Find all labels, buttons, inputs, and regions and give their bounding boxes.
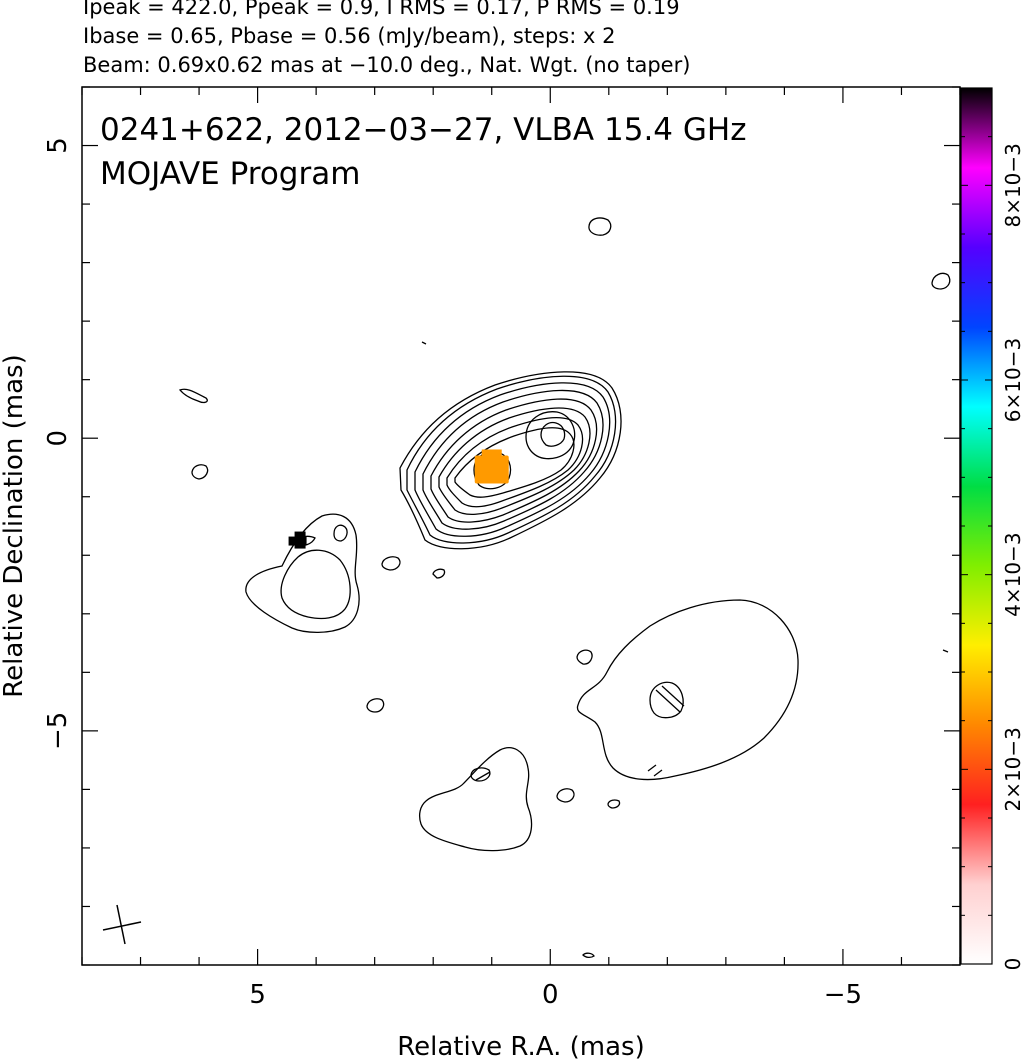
isolated-contours	[178, 217, 951, 959]
colorbar-tick-label: 2×10−3	[1001, 727, 1021, 811]
colorbar-tick-label: 0	[1001, 958, 1021, 971]
polarization-spots	[288, 449, 509, 549]
y-tick-label: 5	[43, 137, 73, 154]
polarization-pixel	[294, 531, 306, 549]
contour-map	[178, 217, 951, 959]
colorbar	[960, 87, 993, 965]
colorbar-tick-label: 4×10−3	[1001, 532, 1021, 616]
polarization-pixel	[474, 455, 509, 484]
y-tick-label: −5	[43, 712, 73, 750]
plot-frame	[81, 86, 961, 966]
x-tick-label: 0	[542, 980, 559, 1010]
header-line-3: Beam: 0.69x0.62 mas at −10.0 deg., Nat. …	[83, 53, 691, 77]
beam-symbol	[102, 904, 142, 945]
south-blob-contours	[576, 599, 799, 781]
chart-title: 0241+622, 2012−03−27, VLBA 15.4 GHz	[100, 112, 746, 148]
axis-ticks: 5 0 −5 5 0 −5	[43, 86, 961, 1010]
x-tick-label: 5	[249, 980, 266, 1010]
x-tick-label: −5	[824, 980, 862, 1010]
colorbar-tick-label: 8×10−3	[1001, 143, 1021, 227]
x-axis-label: Relative R.A. (mas)	[397, 1032, 644, 1060]
y-axis-label: Relative Declination (mas)	[0, 354, 29, 697]
polarization-pixel	[481, 449, 502, 458]
header-line-1: Ipeak = 422.0, Ppeak = 0.9, I RMS = 0.17…	[83, 0, 680, 19]
chart-subtitle: MOJAVE Program	[100, 156, 360, 192]
south-lower-contours	[419, 747, 533, 852]
colorbar-tick-label: 6×10−3	[1001, 338, 1021, 422]
header-line-2: Ibase = 0.65, Pbase = 0.56 (mJy/beam), s…	[83, 24, 616, 48]
colorbar-ticks: 0 2×10−3 4×10−3 6×10−3 8×10−3	[961, 87, 1021, 971]
core-contours	[399, 371, 622, 550]
y-tick-label: 0	[43, 430, 73, 447]
